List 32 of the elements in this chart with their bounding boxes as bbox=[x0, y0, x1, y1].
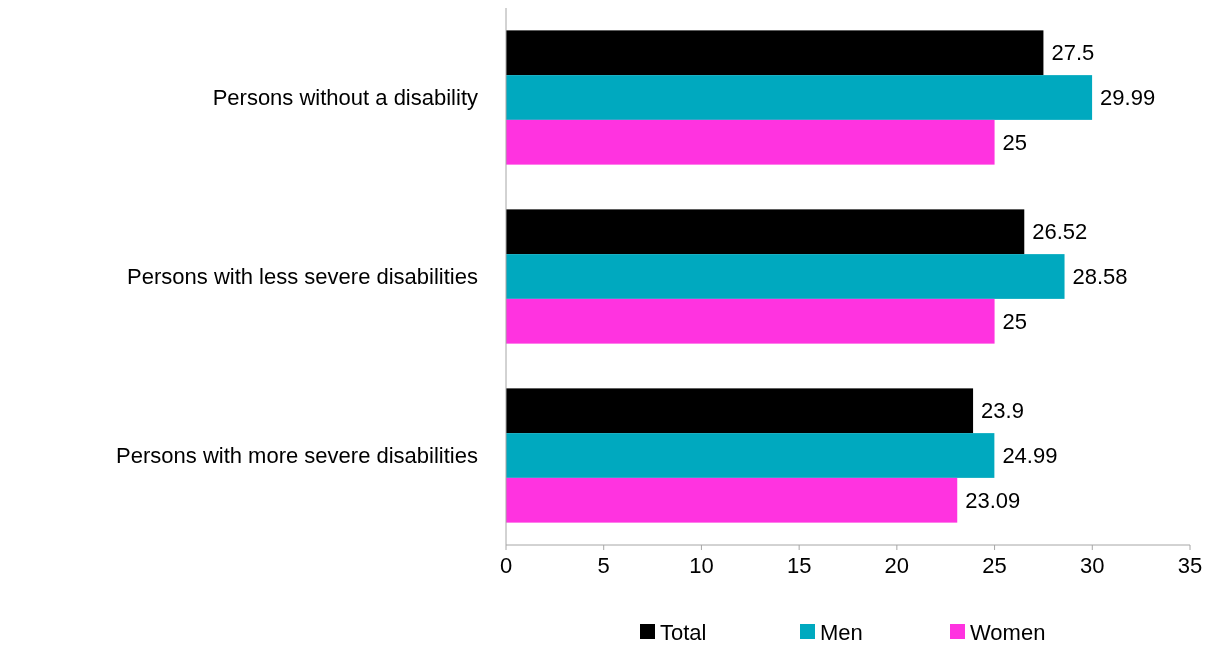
bar bbox=[506, 298, 995, 344]
data-label: 28.58 bbox=[1072, 264, 1128, 290]
legend-label: Women bbox=[970, 619, 1046, 645]
x-tick-label: 25 bbox=[982, 553, 1007, 578]
data-label: 24.99 bbox=[1002, 443, 1058, 469]
bar bbox=[506, 433, 995, 478]
bar bbox=[506, 388, 974, 434]
bar bbox=[506, 477, 958, 523]
legend-label: Men bbox=[820, 619, 863, 645]
data-label: 29.99 bbox=[1100, 85, 1156, 111]
y-tick-label: Persons with less severe disabilities bbox=[127, 264, 478, 290]
bar bbox=[506, 30, 1044, 76]
data-label: 26.52 bbox=[1032, 219, 1088, 245]
data-label: 23.09 bbox=[965, 487, 1021, 513]
bar bbox=[506, 209, 1025, 255]
data-label: 25 bbox=[1002, 129, 1028, 155]
data-label: 25 bbox=[1002, 308, 1028, 334]
x-tick-label: 5 bbox=[597, 553, 610, 578]
x-tick-label: 30 bbox=[1080, 553, 1105, 578]
y-tick-label: Persons with more severe disabilities bbox=[116, 443, 478, 469]
y-tick-label: Persons without a disability bbox=[212, 85, 478, 111]
data-label: 27.5 bbox=[1051, 40, 1095, 66]
x-tick-label: 20 bbox=[884, 553, 910, 578]
data-label: 23.9 bbox=[981, 398, 1024, 424]
x-tick-label: 15 bbox=[786, 553, 812, 578]
bar bbox=[506, 119, 995, 165]
x-tick-label: 0 bbox=[499, 553, 513, 578]
bar bbox=[506, 75, 1093, 120]
legend-label: Total bbox=[660, 619, 707, 645]
x-tick-label: 10 bbox=[689, 553, 714, 578]
bar bbox=[506, 254, 1065, 299]
x-tick-label: 35 bbox=[1177, 553, 1203, 578]
